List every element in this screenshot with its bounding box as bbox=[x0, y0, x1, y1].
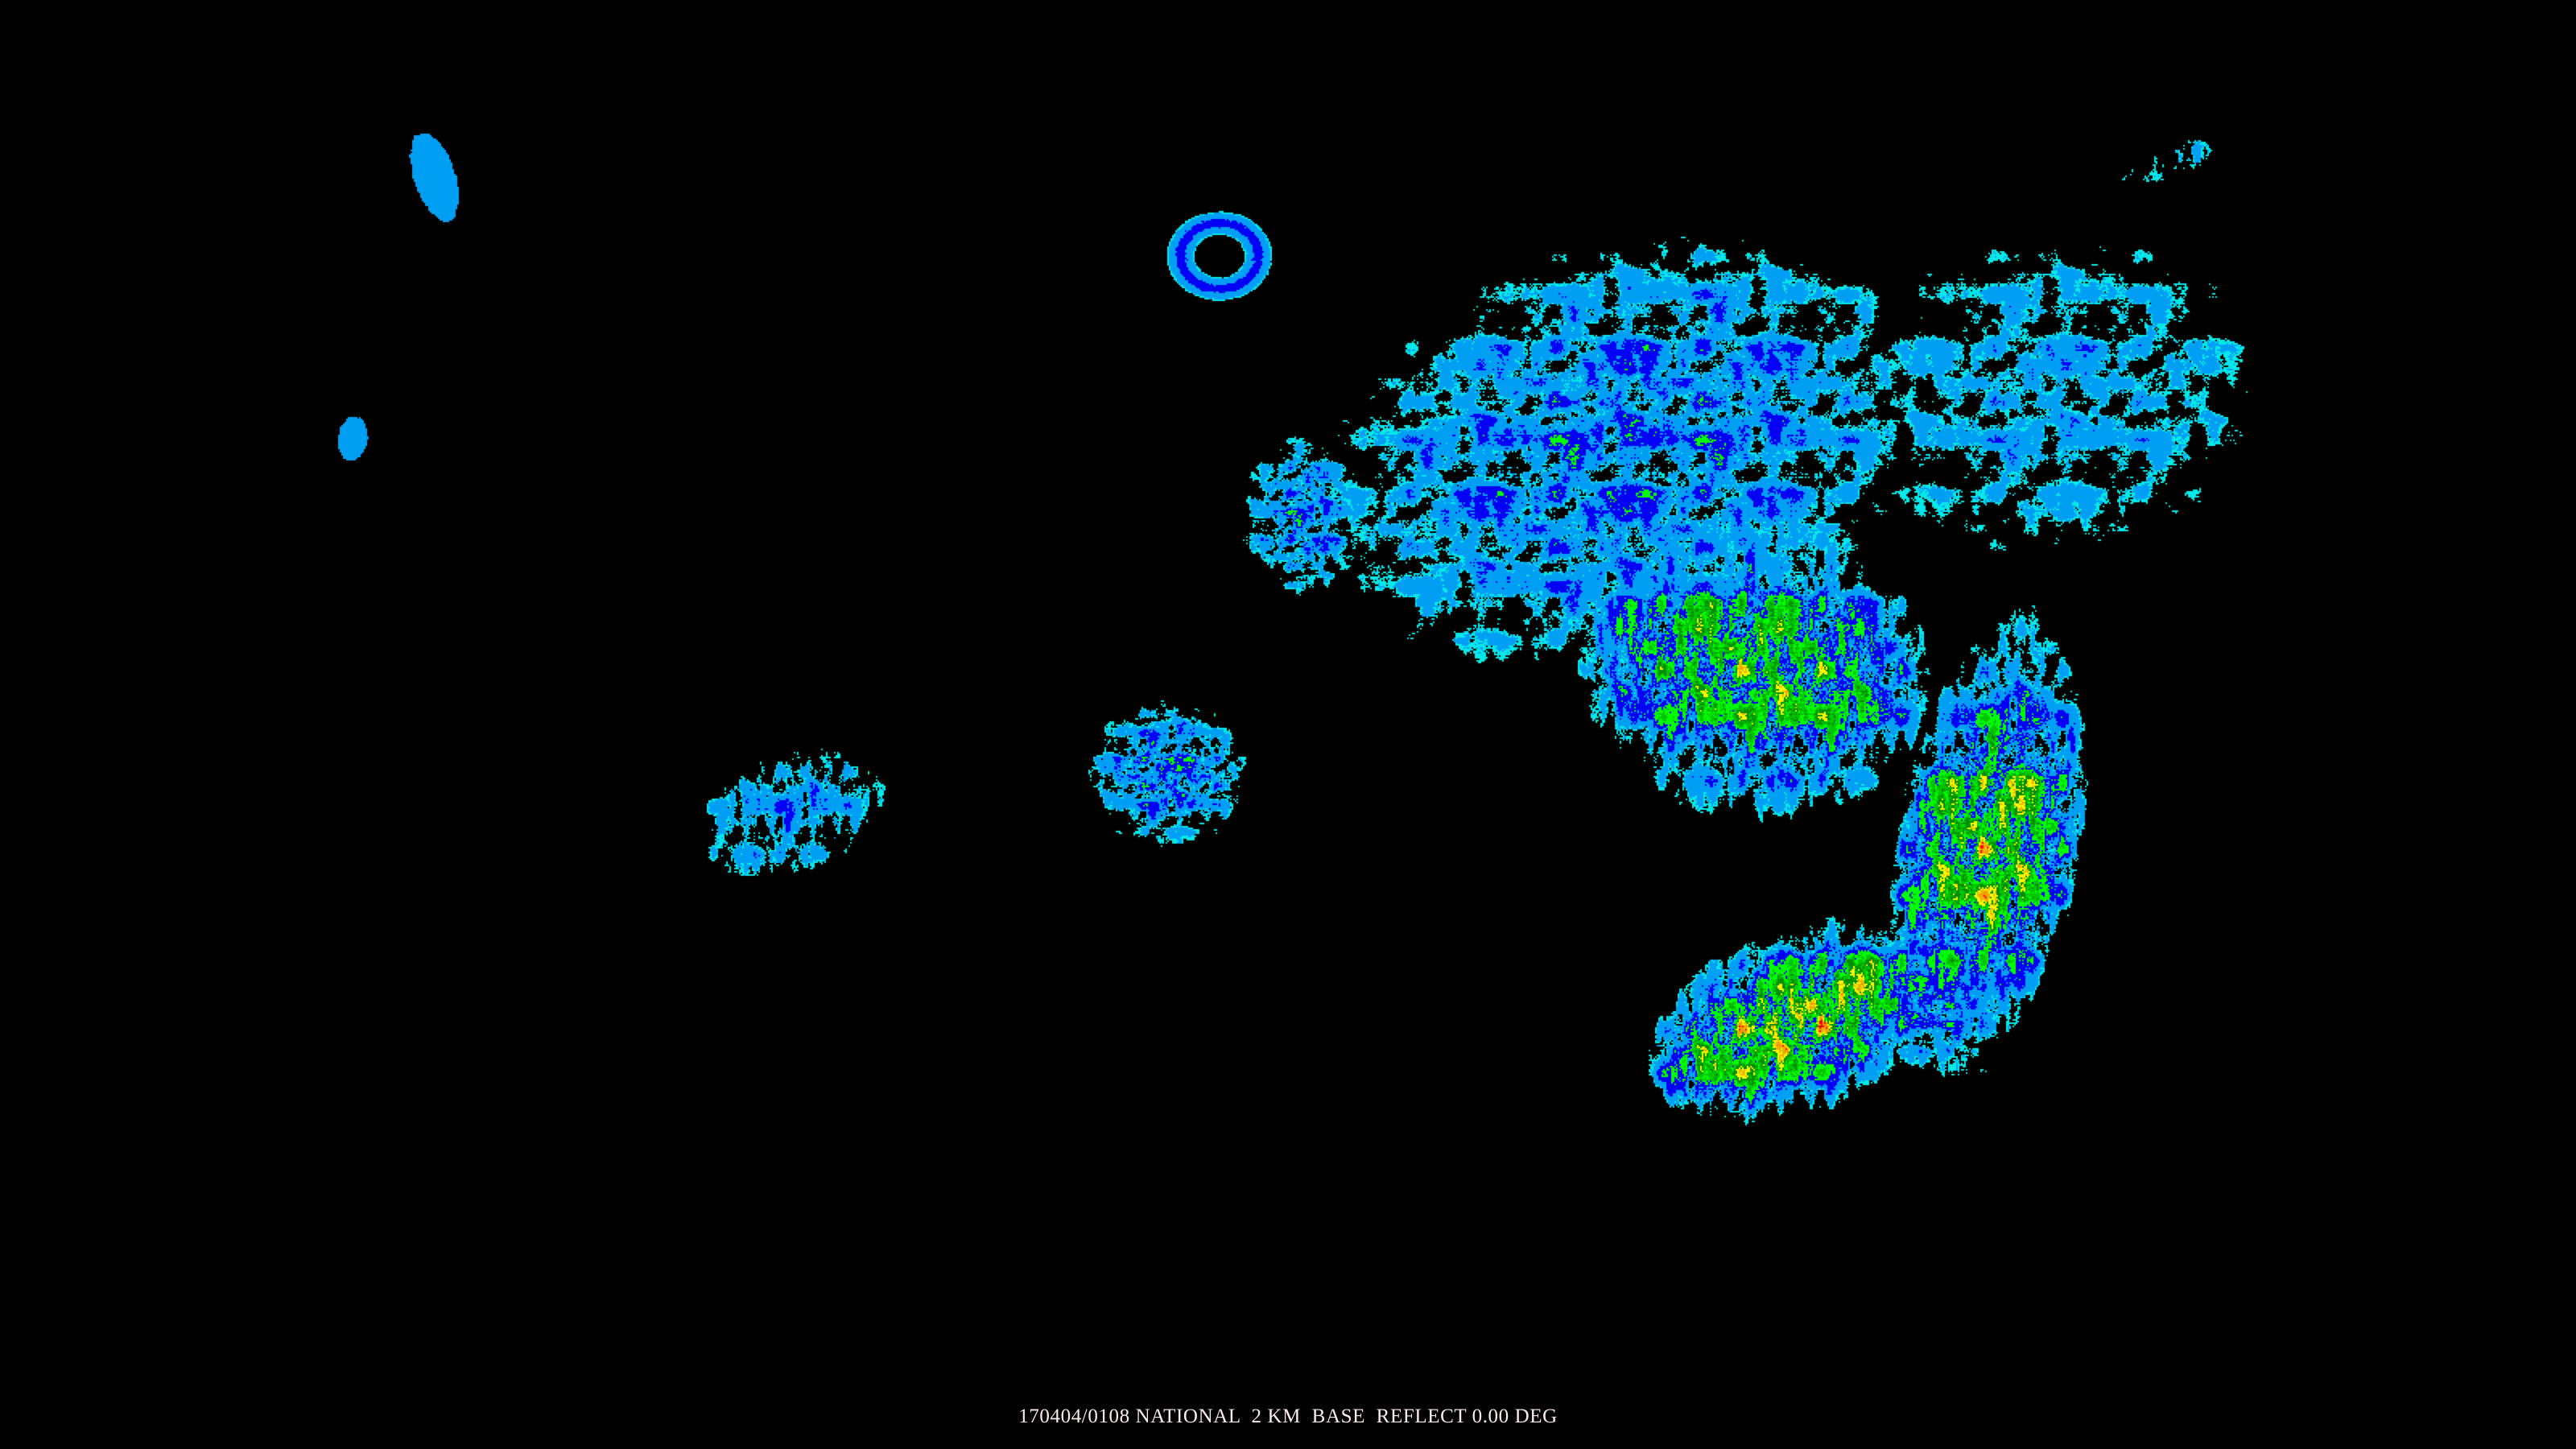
radar-display-window: 170404/0108 NATIONAL 2 KM BASE REFLECT 0… bbox=[0, 0, 2576, 1449]
radar-reflectivity-map[interactable] bbox=[0, 0, 2576, 1449]
